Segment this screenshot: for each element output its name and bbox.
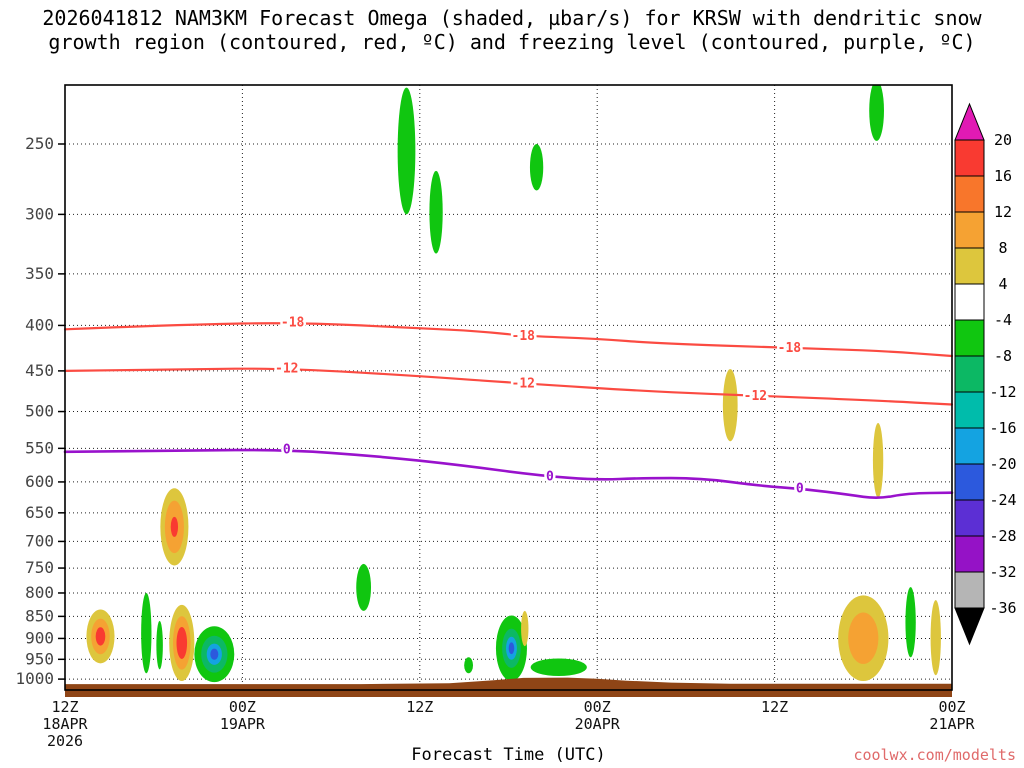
- omega-blob: [905, 587, 916, 658]
- plot-border: [64, 84, 953, 691]
- omega-blob: [176, 626, 188, 659]
- omega-blob: [530, 658, 587, 677]
- x-tick-label: 12Z: [406, 698, 433, 716]
- colorbar-segment: [954, 463, 985, 501]
- colorbar-label: -24: [989, 491, 1016, 509]
- colorbar-segment: [954, 283, 985, 321]
- y-tick-label: 950: [25, 649, 54, 668]
- colorbar-label: -28: [989, 527, 1016, 545]
- contour-label: -12: [512, 377, 535, 392]
- y-tick-label: 400: [25, 315, 54, 334]
- omega-blob: [529, 144, 544, 191]
- colorbar-segment: [954, 535, 985, 573]
- contour-label: -18: [281, 316, 305, 331]
- colorbar-label: -32: [989, 563, 1016, 581]
- contour-label: 0: [283, 443, 291, 458]
- x-tick-label: 00Z: [584, 698, 611, 716]
- omega-blob: [95, 627, 106, 646]
- y-tick-label: 350: [25, 264, 54, 283]
- x-tick-label: 00Z: [938, 698, 965, 716]
- colorbar-segment: [954, 211, 985, 249]
- x-axis-title: Forecast Time (UTC): [411, 745, 605, 765]
- y-tick-label: 900: [25, 628, 54, 647]
- watermark: coolwx.com/modelts: [853, 746, 1016, 764]
- y-tick-label: 1000: [15, 669, 54, 688]
- omega-shading: [86, 85, 941, 683]
- y-tick-label: 600: [25, 472, 54, 491]
- colorbar-segment: [954, 175, 985, 213]
- colorbar-segment: [954, 571, 985, 609]
- colorbar-segment: [954, 355, 985, 393]
- colorbar-segment: [954, 499, 985, 537]
- colorbar-label: -8: [994, 347, 1012, 365]
- x-tick-label: 12Z: [51, 698, 78, 716]
- colorbar-segment: [954, 391, 985, 429]
- colorbar-arrow-top: [954, 102, 985, 141]
- contour-label: -12: [275, 361, 298, 376]
- colorbar-label: 16: [994, 167, 1012, 185]
- omega-blob: [508, 642, 515, 655]
- y-tick-label: 800: [25, 583, 54, 602]
- omega-blob: [722, 369, 738, 442]
- y-tick-label: 500: [25, 402, 54, 421]
- y-tick-label: 750: [25, 558, 54, 577]
- x-tick-label: 20APR: [575, 715, 621, 733]
- contour-label: -18: [512, 329, 536, 344]
- colorbar-label: 12: [994, 203, 1012, 221]
- x-tick-label: 2026: [47, 732, 83, 750]
- omega-blob: [521, 610, 529, 647]
- omega-blob: [156, 620, 163, 670]
- contour-label: -12: [744, 389, 767, 404]
- omega-blob: [848, 612, 879, 664]
- y-tick-label: 250: [25, 134, 54, 153]
- chart-title-line2: growth region (contoured, red, ºC) and f…: [48, 30, 976, 54]
- colorbar-label: -36: [989, 599, 1016, 617]
- colorbar-label: 20: [994, 131, 1012, 149]
- colorbar-segment: [954, 427, 985, 465]
- colorbar-label: -16: [989, 419, 1016, 437]
- chart-title: 2026041812 NAM3KM Forecast Omega (shaded…: [0, 6, 1024, 54]
- y-tick-label: 700: [25, 531, 54, 550]
- x-tick-label: 21APR: [929, 715, 975, 733]
- y-tick-label: 300: [25, 204, 54, 223]
- omega-blob: [141, 592, 152, 674]
- colorbar-label: -20: [989, 455, 1016, 473]
- y-tick-label: 650: [25, 503, 54, 522]
- colorbar-arrow-bottom: [954, 607, 985, 646]
- contour-line: [63, 367, 954, 406]
- x-tick-label: 18APR: [42, 715, 88, 733]
- contour-label: 0: [796, 481, 804, 496]
- contour-line: [63, 322, 954, 358]
- contour-line: [63, 448, 954, 499]
- contour-label: 0: [546, 470, 554, 485]
- chart-title-line1: 2026041812 NAM3KM Forecast Omega (shaded…: [42, 6, 982, 30]
- omega-blob: [356, 563, 372, 611]
- y-tick-label: 450: [25, 361, 54, 380]
- colorbar-segment: [954, 319, 985, 357]
- y-tick-label: 850: [25, 606, 54, 625]
- contour-label: -18: [778, 341, 802, 356]
- colorbar-label: 8: [998, 239, 1007, 257]
- y-tick-label: 550: [25, 438, 54, 457]
- x-tick-label: 00Z: [229, 698, 256, 716]
- omega-blob: [930, 600, 941, 676]
- colorbar-segment: [954, 247, 985, 285]
- colorbar-label: -4: [994, 311, 1012, 329]
- omega-blob: [170, 516, 179, 537]
- colorbar-segment: [954, 139, 985, 177]
- x-tick-label: 12Z: [761, 698, 788, 716]
- omega-blob: [464, 657, 474, 674]
- omega-blob: [869, 85, 884, 141]
- omega-blob: [872, 422, 884, 498]
- omega-blob: [397, 87, 416, 215]
- x-tick-label: 19APR: [220, 715, 266, 733]
- colorbar-label: 4: [998, 275, 1007, 293]
- omega-blob: [210, 648, 219, 660]
- colorbar-label: -12: [989, 383, 1016, 401]
- terrain: [65, 677, 952, 697]
- omega-blob: [429, 170, 443, 254]
